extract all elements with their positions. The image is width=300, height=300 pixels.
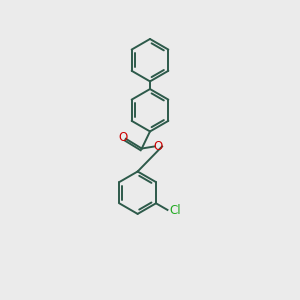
Text: O: O <box>154 140 163 153</box>
Text: O: O <box>118 131 128 144</box>
Text: Cl: Cl <box>170 204 182 217</box>
